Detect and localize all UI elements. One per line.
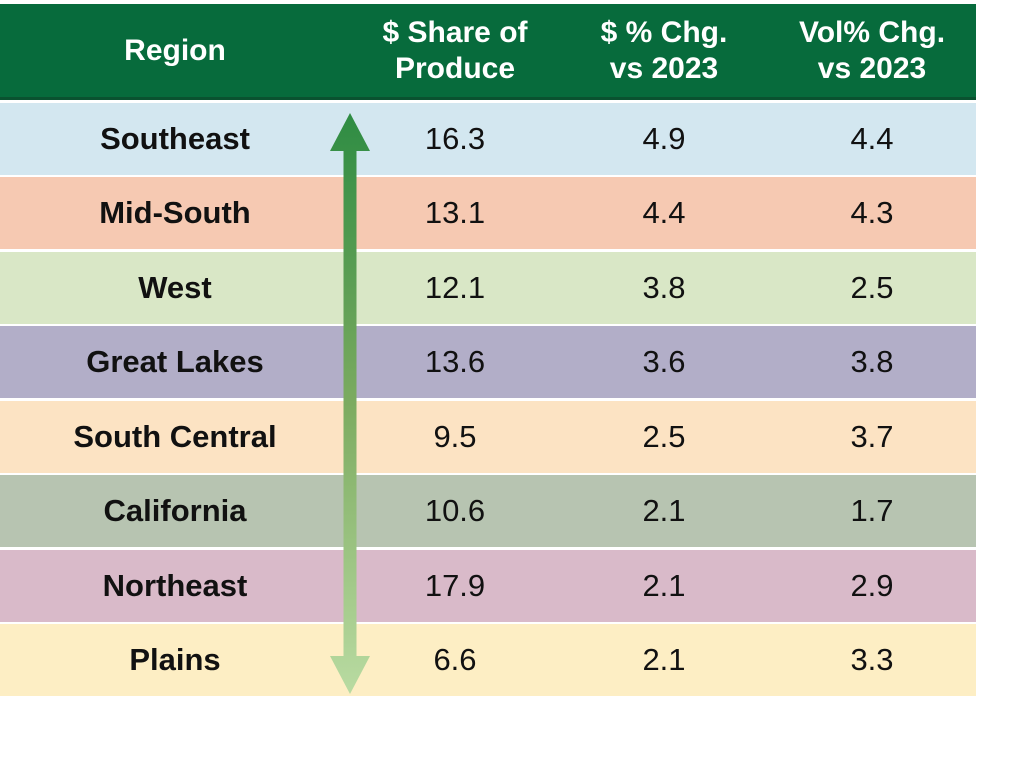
volume-change-cell: 4.4 <box>850 120 894 156</box>
header-cell-dollar-pct-change: $ % Chg. vs 2023 <box>600 15 728 85</box>
share-cell: 16.3 <box>424 120 486 156</box>
volume-change-cell: 3.3 <box>850 642 894 677</box>
table-row-plains: Plains 6.6 2.1 3.3 <box>0 624 976 696</box>
dollar-change-cell: 3.6 <box>642 344 686 379</box>
dollar-change-cell: 2.1 <box>642 493 686 528</box>
volume-change-cell: 2.5 <box>850 269 894 305</box>
region-cell: Mid-South <box>99 195 251 230</box>
region-cell: Northeast <box>102 567 248 603</box>
table-row-northeast: Northeast 17.9 2.1 2.9 <box>0 549 976 622</box>
table-row-great-lakes: Great Lakes 13.6 3.6 3.8 <box>0 326 976 398</box>
table-row-mid-south: Mid-South 13.1 4.4 4.3 <box>0 177 976 249</box>
region-performance-table: Region $ Share of Produce $ % Chg. vs 20… <box>0 4 976 696</box>
share-cell: 6.6 <box>433 642 477 677</box>
share-cell: 12.1 <box>424 269 486 305</box>
table-header-row: Region $ Share of Produce $ % Chg. vs 20… <box>0 4 976 100</box>
share-cell: 9.5 <box>433 418 477 454</box>
dollar-change-cell: 2.1 <box>642 567 686 603</box>
share-cell: 10.6 <box>424 493 486 528</box>
table-row-west: West 12.1 3.8 2.5 <box>0 251 976 324</box>
header-cell-volume-pct-change: Vol% Chg. vs 2023 <box>798 15 946 85</box>
region-cell: Great Lakes <box>86 344 264 379</box>
volume-change-cell: 2.9 <box>850 567 894 603</box>
header-cell-share-of-produce: $ Share of Produce <box>382 15 528 85</box>
table-row-south-central: South Central 9.5 2.5 3.7 <box>0 400 976 473</box>
share-cell: 13.6 <box>424 344 486 379</box>
volume-change-cell: 1.7 <box>850 493 894 528</box>
region-cell: West <box>138 269 212 305</box>
dollar-change-cell: 4.4 <box>642 195 686 230</box>
table-row-southeast: Southeast 16.3 4.9 4.4 <box>0 102 976 175</box>
volume-change-cell: 3.7 <box>850 418 894 454</box>
share-cell: 17.9 <box>424 567 486 603</box>
dollar-change-cell: 2.5 <box>642 418 686 454</box>
table-row-california: California 10.6 2.1 1.7 <box>0 475 976 547</box>
volume-change-cell: 3.8 <box>850 344 894 379</box>
region-cell: California <box>103 493 247 528</box>
dollar-change-cell: 4.9 <box>642 120 686 156</box>
region-cell: Plains <box>129 642 221 677</box>
region-cell: South Central <box>73 418 277 454</box>
dollar-change-cell: 2.1 <box>642 642 686 677</box>
region-cell: Southeast <box>100 120 250 156</box>
header-cell-region: Region <box>124 33 226 67</box>
volume-change-cell: 4.3 <box>850 195 894 230</box>
dollar-change-cell: 3.8 <box>642 269 686 305</box>
share-cell: 13.1 <box>424 195 486 230</box>
